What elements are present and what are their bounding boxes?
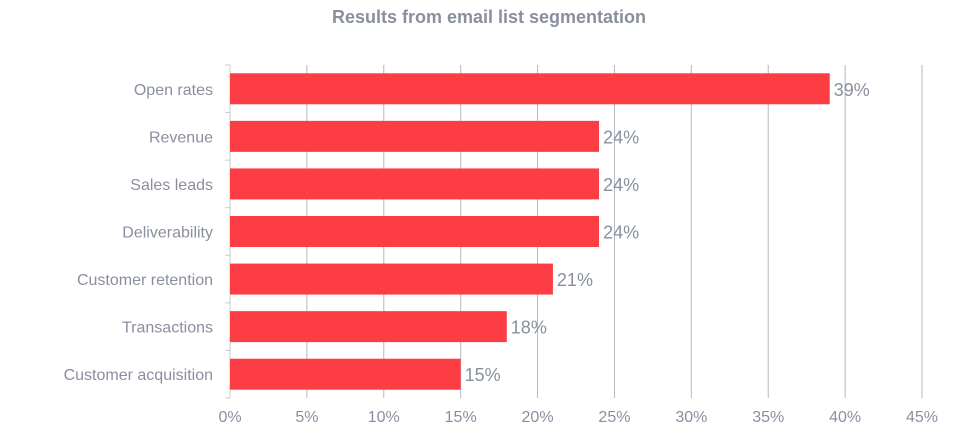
y-axis (225, 64, 231, 399)
x-tick-label-8: 40% (829, 409, 861, 426)
x-tick-label-4: 20% (522, 409, 554, 426)
x-tick-label-9: 45% (906, 409, 938, 426)
data-label-6: 15% (465, 365, 501, 385)
x-tick-label-6: 30% (675, 409, 707, 426)
x-tick-label-1: 5% (295, 409, 318, 426)
x-tick-label-7: 35% (752, 409, 784, 426)
bar-6 (230, 358, 461, 390)
category-label-3: Deliverability (122, 225, 213, 242)
bar-4 (230, 263, 553, 295)
category-label-5: Transactions (122, 320, 213, 337)
data-label-1: 24% (603, 127, 639, 147)
data-labels: 39% 24% 24% 24% 21% 18% 15% (465, 80, 870, 385)
category-label-4: Customer retention (77, 272, 213, 289)
data-label-3: 24% (603, 223, 639, 243)
data-label-0: 39% (834, 80, 870, 100)
category-label-2: Sales leads (130, 177, 213, 194)
x-tick-label-0: 0% (218, 409, 241, 426)
bar-3 (230, 216, 600, 247)
bar-1 (230, 120, 600, 152)
x-tick-label-3: 15% (445, 409, 477, 426)
bars (230, 73, 830, 390)
x-axis-tick-labels: 0% 5% 10% 15% 20% 25% 30% 35% 40% 45% (218, 409, 938, 426)
x-tick-label-5: 25% (598, 409, 630, 426)
bar-5 (230, 311, 507, 343)
chart-title: Results from email list segmentation (332, 7, 646, 27)
bar-2 (230, 168, 600, 200)
category-label-0: Open rates (134, 82, 213, 99)
grid-lines (306, 65, 923, 398)
category-label-1: Revenue (149, 129, 213, 146)
category-labels: Open rates Revenue Sales leads Deliverabili… (64, 82, 214, 384)
data-label-5: 18% (511, 318, 547, 338)
data-label-4: 21% (557, 270, 593, 290)
x-tick-label-2: 10% (368, 409, 400, 426)
category-label-6: Customer acquisition (64, 367, 213, 384)
data-label-2: 24% (603, 175, 639, 195)
bar-0 (230, 73, 830, 105)
